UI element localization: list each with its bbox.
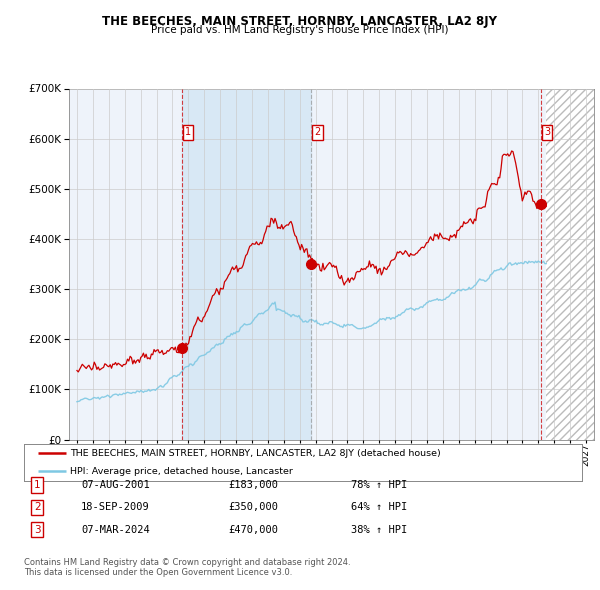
Text: Contains HM Land Registry data © Crown copyright and database right 2024.: Contains HM Land Registry data © Crown c… xyxy=(24,558,350,566)
Text: THE BEECHES, MAIN STREET, HORNBY, LANCASTER, LA2 8JY: THE BEECHES, MAIN STREET, HORNBY, LANCAS… xyxy=(103,15,497,28)
Text: £350,000: £350,000 xyxy=(228,503,278,512)
Text: 3: 3 xyxy=(544,127,550,137)
Text: 18-SEP-2009: 18-SEP-2009 xyxy=(81,503,150,512)
Bar xyxy=(182,88,311,440)
Bar xyxy=(546,88,594,440)
Text: 2: 2 xyxy=(34,503,41,512)
Text: THE BEECHES, MAIN STREET, HORNBY, LANCASTER, LA2 8JY (detached house): THE BEECHES, MAIN STREET, HORNBY, LANCAS… xyxy=(70,449,440,458)
Text: 07-AUG-2001: 07-AUG-2001 xyxy=(81,480,150,490)
Text: 1: 1 xyxy=(185,127,191,137)
Text: 38% ↑ HPI: 38% ↑ HPI xyxy=(351,525,407,535)
Text: 2: 2 xyxy=(314,127,320,137)
Text: £470,000: £470,000 xyxy=(228,525,278,535)
Bar xyxy=(546,88,594,440)
Text: 3: 3 xyxy=(34,525,41,535)
Text: Price paid vs. HM Land Registry's House Price Index (HPI): Price paid vs. HM Land Registry's House … xyxy=(151,25,449,35)
Text: This data is licensed under the Open Government Licence v3.0.: This data is licensed under the Open Gov… xyxy=(24,568,292,576)
Text: 64% ↑ HPI: 64% ↑ HPI xyxy=(351,503,407,512)
Text: £183,000: £183,000 xyxy=(228,480,278,490)
Text: 07-MAR-2024: 07-MAR-2024 xyxy=(81,525,150,535)
Text: HPI: Average price, detached house, Lancaster: HPI: Average price, detached house, Lanc… xyxy=(70,467,293,476)
Text: 1: 1 xyxy=(34,480,41,490)
Text: 78% ↑ HPI: 78% ↑ HPI xyxy=(351,480,407,490)
